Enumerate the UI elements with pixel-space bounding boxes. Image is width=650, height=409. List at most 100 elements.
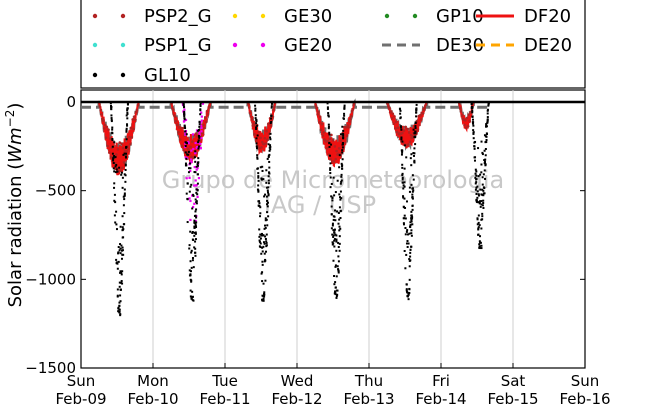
series-gl10-point bbox=[474, 156, 477, 159]
series-gl10-point bbox=[331, 233, 334, 236]
series-ge20-point bbox=[187, 140, 190, 144]
series-gl10-point bbox=[406, 294, 409, 297]
series-gl10-point bbox=[337, 246, 340, 249]
series-gl10-point bbox=[472, 129, 475, 132]
series-gl10-point bbox=[255, 122, 258, 125]
series-gl10-point bbox=[485, 124, 488, 127]
series-gl10-point bbox=[115, 228, 118, 231]
series-psp2-g-point bbox=[464, 119, 467, 122]
series-psp2-g-point bbox=[260, 146, 263, 149]
series-psp2-g-point bbox=[173, 115, 177, 118]
series-gl10-point bbox=[259, 206, 262, 209]
series-gl10-point bbox=[333, 238, 336, 241]
series-gl10-point bbox=[343, 107, 346, 110]
series-gl10-point bbox=[120, 257, 123, 260]
series-psp2-g-point bbox=[394, 120, 398, 124]
series-gl10-point bbox=[329, 168, 332, 171]
series-psp2-g-point bbox=[391, 112, 395, 115]
series-gl10-point bbox=[126, 107, 129, 110]
series-gl10-point bbox=[405, 253, 408, 256]
series-gl10-point bbox=[414, 126, 417, 129]
series-gl10-point bbox=[410, 183, 413, 186]
series-ge20-point bbox=[200, 136, 203, 140]
series-gl10-point bbox=[406, 229, 409, 232]
legend-entry-ge30: GE30 bbox=[232, 6, 332, 27]
series-gl10-point bbox=[411, 208, 414, 211]
series-gl10-point bbox=[113, 141, 116, 144]
series-gl10-point bbox=[110, 117, 113, 120]
series-gl10-point bbox=[410, 229, 413, 232]
series-gl10-point bbox=[414, 143, 417, 146]
series-gl10-point bbox=[343, 112, 346, 115]
series-gl10-point bbox=[486, 133, 489, 136]
series-gl10-point bbox=[333, 245, 336, 248]
series-psp2-g-point bbox=[423, 106, 427, 109]
series-gl10-point bbox=[119, 243, 122, 246]
series-gl10-point bbox=[199, 108, 202, 111]
series-psp2-g-point bbox=[254, 139, 258, 143]
series-psp2-g-point bbox=[106, 144, 109, 148]
series-gl10-point bbox=[123, 188, 126, 191]
series-gl10-point bbox=[264, 279, 267, 282]
series-gl10-point bbox=[478, 245, 481, 248]
series-gl10-point bbox=[476, 185, 479, 188]
series-gl10-point bbox=[194, 223, 197, 226]
series-psp2-g-point bbox=[315, 106, 319, 110]
series-gl10-point bbox=[407, 293, 410, 296]
series-gl10-point bbox=[186, 142, 189, 145]
series-gl10-point bbox=[197, 134, 200, 137]
series-gl10-point bbox=[408, 291, 411, 294]
series-ge20-point bbox=[194, 179, 197, 182]
series-gl10-point bbox=[126, 112, 129, 115]
series-psp2-g-point bbox=[394, 127, 397, 130]
series-gl10-point bbox=[189, 295, 192, 298]
series-gl10-point bbox=[269, 132, 272, 135]
series-gl10-point bbox=[402, 195, 405, 198]
series-gl10-point bbox=[113, 155, 116, 158]
legend-entry-gp10: GP10 bbox=[384, 6, 484, 27]
series-ge20-point bbox=[184, 133, 187, 136]
series-gl10-point bbox=[411, 174, 414, 177]
series-gl10-point bbox=[194, 160, 197, 163]
series-gl10-point bbox=[408, 232, 411, 235]
series-gl10-point bbox=[332, 235, 335, 238]
legend-marker bbox=[92, 13, 98, 19]
series-gl10-point bbox=[476, 196, 479, 199]
legend-entry-de20: DE20 bbox=[476, 35, 572, 56]
series-gl10-point bbox=[484, 154, 487, 157]
series-gl10-point bbox=[399, 125, 402, 128]
series-gl10-point bbox=[191, 290, 194, 293]
series-gl10-point bbox=[475, 181, 478, 184]
series-gl10-point bbox=[412, 189, 415, 192]
series-psp2-g-point bbox=[343, 141, 347, 145]
series-psp2-g-point bbox=[408, 140, 412, 144]
series-psp2-g-point bbox=[422, 108, 426, 112]
series-gl10-point bbox=[327, 115, 330, 118]
series-gl10-point bbox=[334, 209, 337, 212]
series-gl10-point bbox=[258, 239, 261, 242]
series-gl10-point bbox=[338, 193, 341, 196]
series-gl10-point bbox=[411, 204, 414, 207]
series-gl10-point bbox=[266, 191, 269, 194]
series-gl10-point bbox=[193, 234, 196, 237]
series-gl10-point bbox=[400, 126, 403, 129]
series-gl10-point bbox=[121, 215, 124, 218]
series-gl10-point bbox=[479, 188, 482, 191]
series-gl10-point bbox=[126, 124, 129, 127]
series-gl10-point bbox=[265, 169, 268, 172]
series-gl10-point bbox=[412, 128, 415, 131]
series-gl10-point bbox=[407, 242, 410, 245]
series-psp2-g-point bbox=[247, 102, 250, 106]
series-ge20-point bbox=[197, 177, 201, 180]
series-gl10-point bbox=[402, 206, 405, 209]
series-gl10-point bbox=[123, 192, 126, 195]
series-gl10-point bbox=[190, 266, 193, 269]
series-gl10-point bbox=[339, 227, 342, 230]
series-gl10-point bbox=[124, 180, 127, 183]
series-gl10-point bbox=[183, 110, 186, 113]
series-psp2-g-point bbox=[132, 127, 135, 131]
series-psp2-g-point bbox=[102, 119, 105, 122]
series-gl10-point bbox=[187, 150, 190, 153]
series-gl10-point bbox=[472, 132, 475, 135]
series-gl10-point bbox=[117, 310, 120, 313]
